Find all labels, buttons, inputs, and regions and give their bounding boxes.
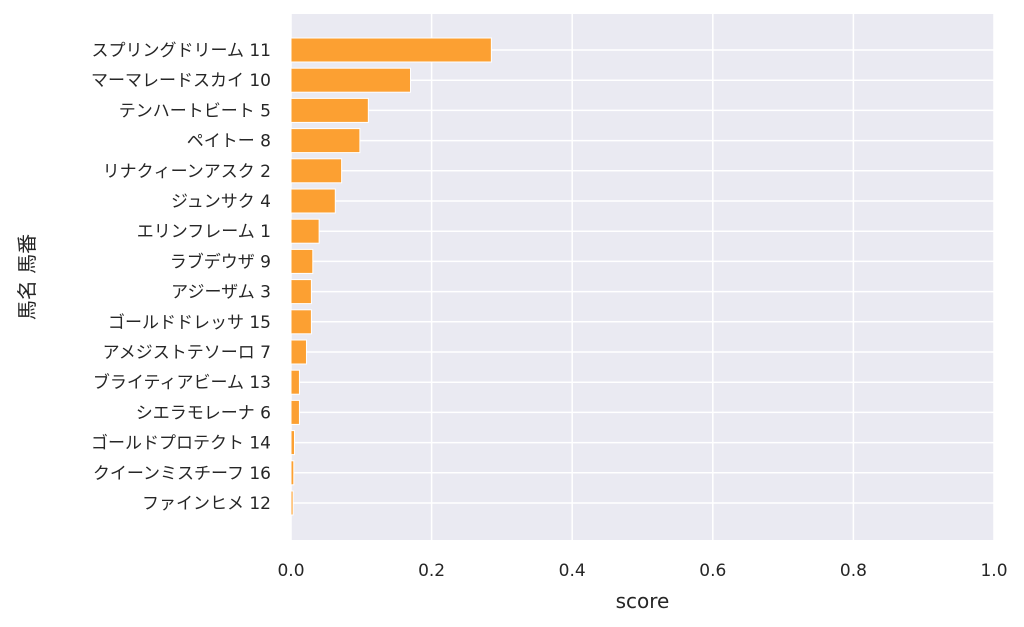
y-tick-label: ファインヒメ 12: [142, 494, 271, 514]
plot-background: [291, 14, 994, 540]
y-tick-label: テンハートビート 5: [119, 101, 271, 121]
bar: [290, 309, 312, 335]
y-tick-label: エリンフレーム 1: [137, 222, 271, 242]
y-tick-label: シエラモレーナ 6: [136, 403, 271, 423]
y-tick-label: アメジストテソーロ 7: [103, 343, 271, 363]
bars: [290, 37, 492, 516]
y-axis-label: 馬名 馬番: [15, 234, 39, 320]
x-tick-label: 0.0: [277, 561, 304, 581]
bar: [290, 279, 312, 305]
y-tick-label: マーマレードスカイ 10: [91, 71, 271, 91]
x-tick-label: 0.4: [559, 561, 586, 581]
y-tick-label: ゴールドプロテクト 14: [91, 433, 271, 454]
bar: [290, 97, 369, 123]
x-axis-label: score: [616, 589, 670, 613]
y-tick-label: ゴールドドレッサ 15: [108, 312, 271, 333]
y-tick-labels: スプリングドリーム 11 マーマレードスカイ 10 テンハートビート 5 ペイトー 8…: [91, 41, 271, 514]
y-tick-label: ブライティアビーム 13: [93, 372, 271, 393]
y-tick-label: リナクィーンアスク 2: [103, 162, 271, 182]
bar: [290, 430, 296, 456]
bar: [290, 460, 295, 486]
bar: [290, 188, 336, 214]
bar: [290, 399, 300, 425]
bar: [290, 218, 320, 244]
bar: [290, 67, 412, 93]
y-tick-label: ジュンサク 4: [171, 192, 271, 212]
y-tick-label: クイーンミスチーフ 16: [93, 464, 271, 484]
x-tick-label: 0.2: [418, 561, 445, 581]
y-tick-label: スプリングドリーム 11: [91, 41, 271, 61]
bar: [290, 490, 294, 516]
bar: [290, 37, 492, 63]
bar: [290, 369, 300, 395]
x-tick-label: 1.0: [980, 561, 1007, 581]
x-tick-labels: 0.0 0.2 0.4 0.6 0.8 1.0: [277, 561, 1007, 581]
x-tick-label: 0.8: [840, 561, 867, 581]
grid-lines: [290, 14, 995, 540]
y-tick-label: アジーザム 3: [171, 283, 271, 303]
bar: [290, 128, 361, 154]
y-tick-label: ペイトー 8: [187, 132, 271, 152]
bar: [290, 158, 343, 184]
bar: [290, 339, 307, 365]
y-tick-label: ラブデウザ 9: [170, 251, 271, 272]
x-tick-label: 0.6: [699, 561, 726, 581]
bar: [290, 248, 314, 274]
